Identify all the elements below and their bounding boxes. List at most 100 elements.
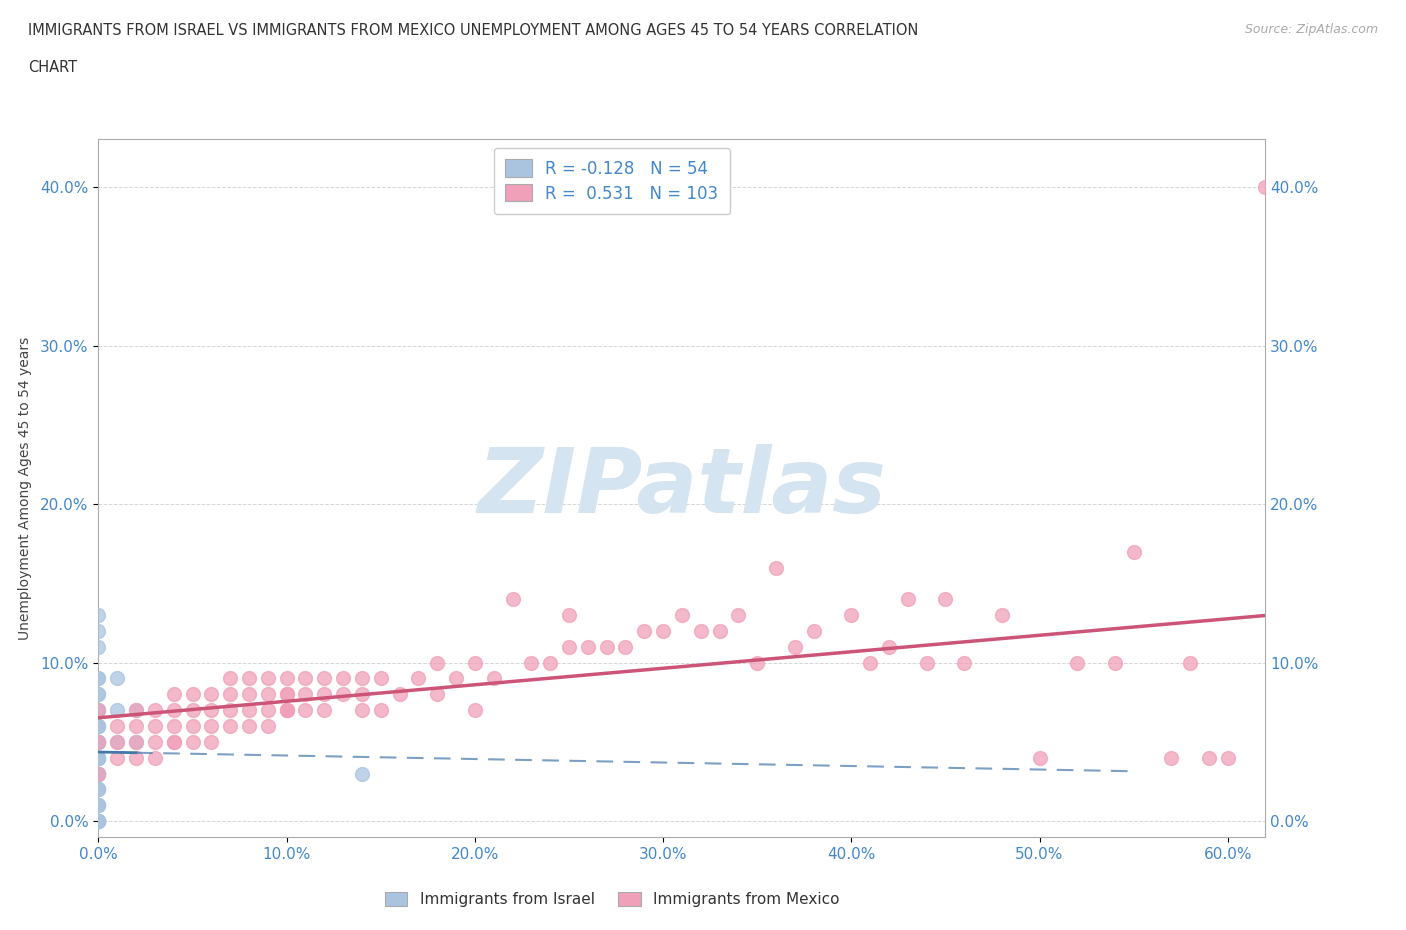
Point xyxy=(87,703,110,718)
Point xyxy=(87,671,110,686)
Point xyxy=(426,655,449,670)
Point xyxy=(558,639,581,654)
Point xyxy=(783,639,806,654)
Point xyxy=(294,671,316,686)
Legend: Immigrants from Israel, Immigrants from Mexico: Immigrants from Israel, Immigrants from … xyxy=(378,885,845,913)
Point xyxy=(87,766,110,781)
Point xyxy=(87,735,110,750)
Point xyxy=(482,671,505,686)
Point xyxy=(181,719,204,734)
Point xyxy=(276,687,298,702)
Point xyxy=(238,719,260,734)
Point xyxy=(105,719,128,734)
Point xyxy=(350,703,373,718)
Point xyxy=(444,671,467,686)
Point xyxy=(125,703,148,718)
Point xyxy=(87,766,110,781)
Point xyxy=(219,671,242,686)
Point xyxy=(839,607,862,622)
Point xyxy=(87,814,110,829)
Point xyxy=(181,687,204,702)
Point xyxy=(1122,544,1144,559)
Point xyxy=(87,703,110,718)
Point xyxy=(87,735,110,750)
Point xyxy=(934,591,956,606)
Point xyxy=(803,623,825,638)
Point xyxy=(87,766,110,781)
Point xyxy=(87,814,110,829)
Point xyxy=(276,703,298,718)
Point xyxy=(408,671,430,686)
Point xyxy=(464,703,486,718)
Point xyxy=(294,687,316,702)
Point xyxy=(87,798,110,813)
Point xyxy=(163,735,186,750)
Point xyxy=(1028,751,1050,765)
Point xyxy=(1254,179,1277,194)
Text: ZIPatlas: ZIPatlas xyxy=(478,445,886,532)
Point xyxy=(87,751,110,765)
Point xyxy=(143,735,166,750)
Point xyxy=(143,719,166,734)
Point xyxy=(87,719,110,734)
Point xyxy=(219,687,242,702)
Point xyxy=(87,687,110,702)
Point xyxy=(765,560,787,575)
Point xyxy=(87,814,110,829)
Text: IMMIGRANTS FROM ISRAEL VS IMMIGRANTS FROM MEXICO UNEMPLOYMENT AMONG AGES 45 TO 5: IMMIGRANTS FROM ISRAEL VS IMMIGRANTS FRO… xyxy=(28,23,918,38)
Point xyxy=(350,687,373,702)
Point xyxy=(219,719,242,734)
Point xyxy=(87,719,110,734)
Text: CHART: CHART xyxy=(28,60,77,75)
Point xyxy=(125,751,148,765)
Point xyxy=(87,782,110,797)
Point xyxy=(87,782,110,797)
Point xyxy=(238,687,260,702)
Point xyxy=(1066,655,1088,670)
Point xyxy=(652,623,675,638)
Point xyxy=(276,687,298,702)
Point xyxy=(256,703,278,718)
Point xyxy=(163,719,186,734)
Point xyxy=(388,687,411,702)
Point xyxy=(426,687,449,702)
Point xyxy=(991,607,1014,622)
Point xyxy=(87,751,110,765)
Point xyxy=(87,639,110,654)
Point xyxy=(276,671,298,686)
Point xyxy=(143,751,166,765)
Point xyxy=(87,766,110,781)
Point xyxy=(538,655,561,670)
Point xyxy=(332,687,354,702)
Point xyxy=(105,735,128,750)
Point xyxy=(614,639,637,654)
Point xyxy=(953,655,976,670)
Point xyxy=(105,735,128,750)
Point xyxy=(87,751,110,765)
Point xyxy=(1216,751,1239,765)
Point xyxy=(370,671,392,686)
Point xyxy=(200,687,222,702)
Point xyxy=(558,607,581,622)
Point xyxy=(200,735,222,750)
Point xyxy=(332,671,354,686)
Point xyxy=(87,751,110,765)
Point xyxy=(125,703,148,718)
Point xyxy=(87,735,110,750)
Point xyxy=(238,671,260,686)
Point xyxy=(256,687,278,702)
Point xyxy=(125,735,148,750)
Point xyxy=(1160,751,1182,765)
Point xyxy=(633,623,655,638)
Point xyxy=(181,703,204,718)
Point xyxy=(747,655,769,670)
Point xyxy=(200,719,222,734)
Point xyxy=(87,751,110,765)
Point xyxy=(915,655,938,670)
Point xyxy=(256,719,278,734)
Point xyxy=(105,703,128,718)
Point xyxy=(87,766,110,781)
Point xyxy=(1178,655,1201,670)
Point xyxy=(87,766,110,781)
Point xyxy=(87,814,110,829)
